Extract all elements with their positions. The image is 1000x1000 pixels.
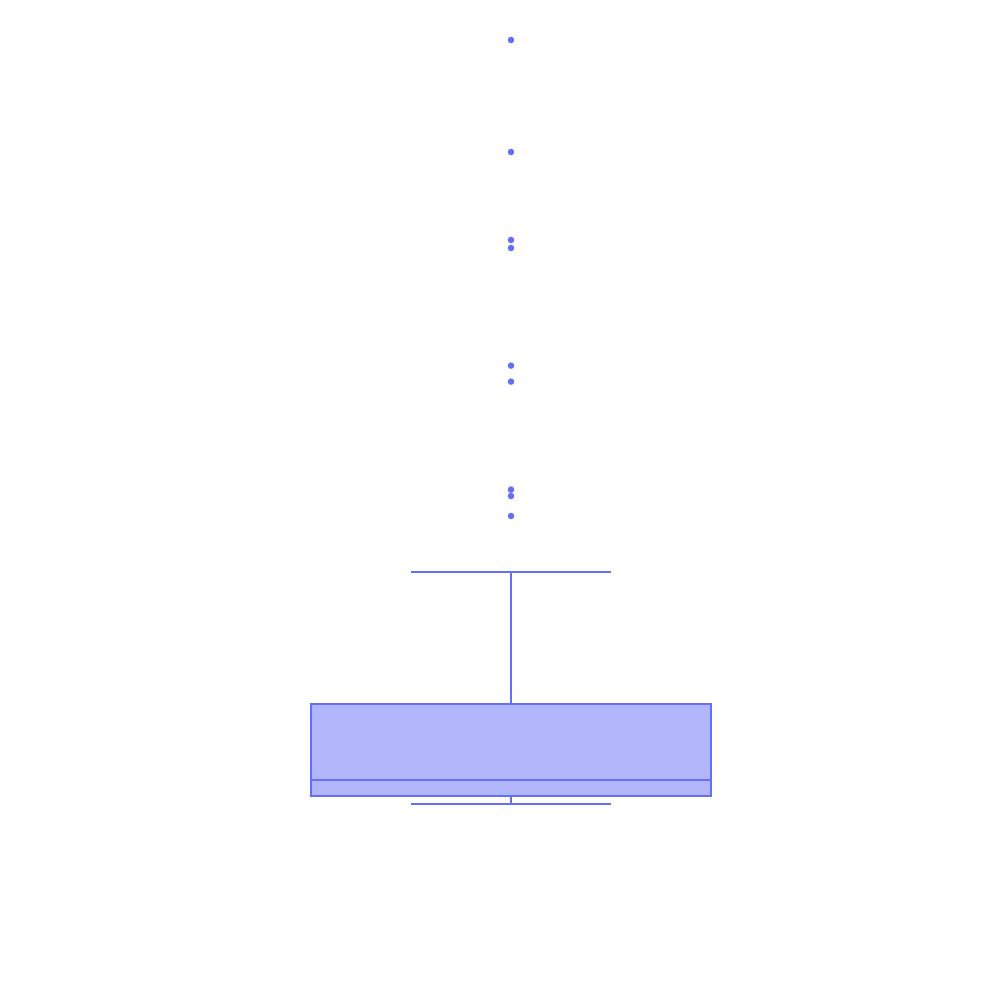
outlier-point <box>507 244 515 252</box>
plot-area <box>310 36 712 805</box>
outlier-point <box>507 492 515 500</box>
outlier-point <box>507 378 515 385</box>
outlier-point <box>507 362 515 369</box>
outlier-point <box>507 236 515 244</box>
outlier-point <box>507 512 515 520</box>
outlier-point <box>507 486 515 493</box>
outlier-point <box>507 36 515 44</box>
box-iqr <box>310 703 712 797</box>
outlier-point <box>507 148 515 156</box>
